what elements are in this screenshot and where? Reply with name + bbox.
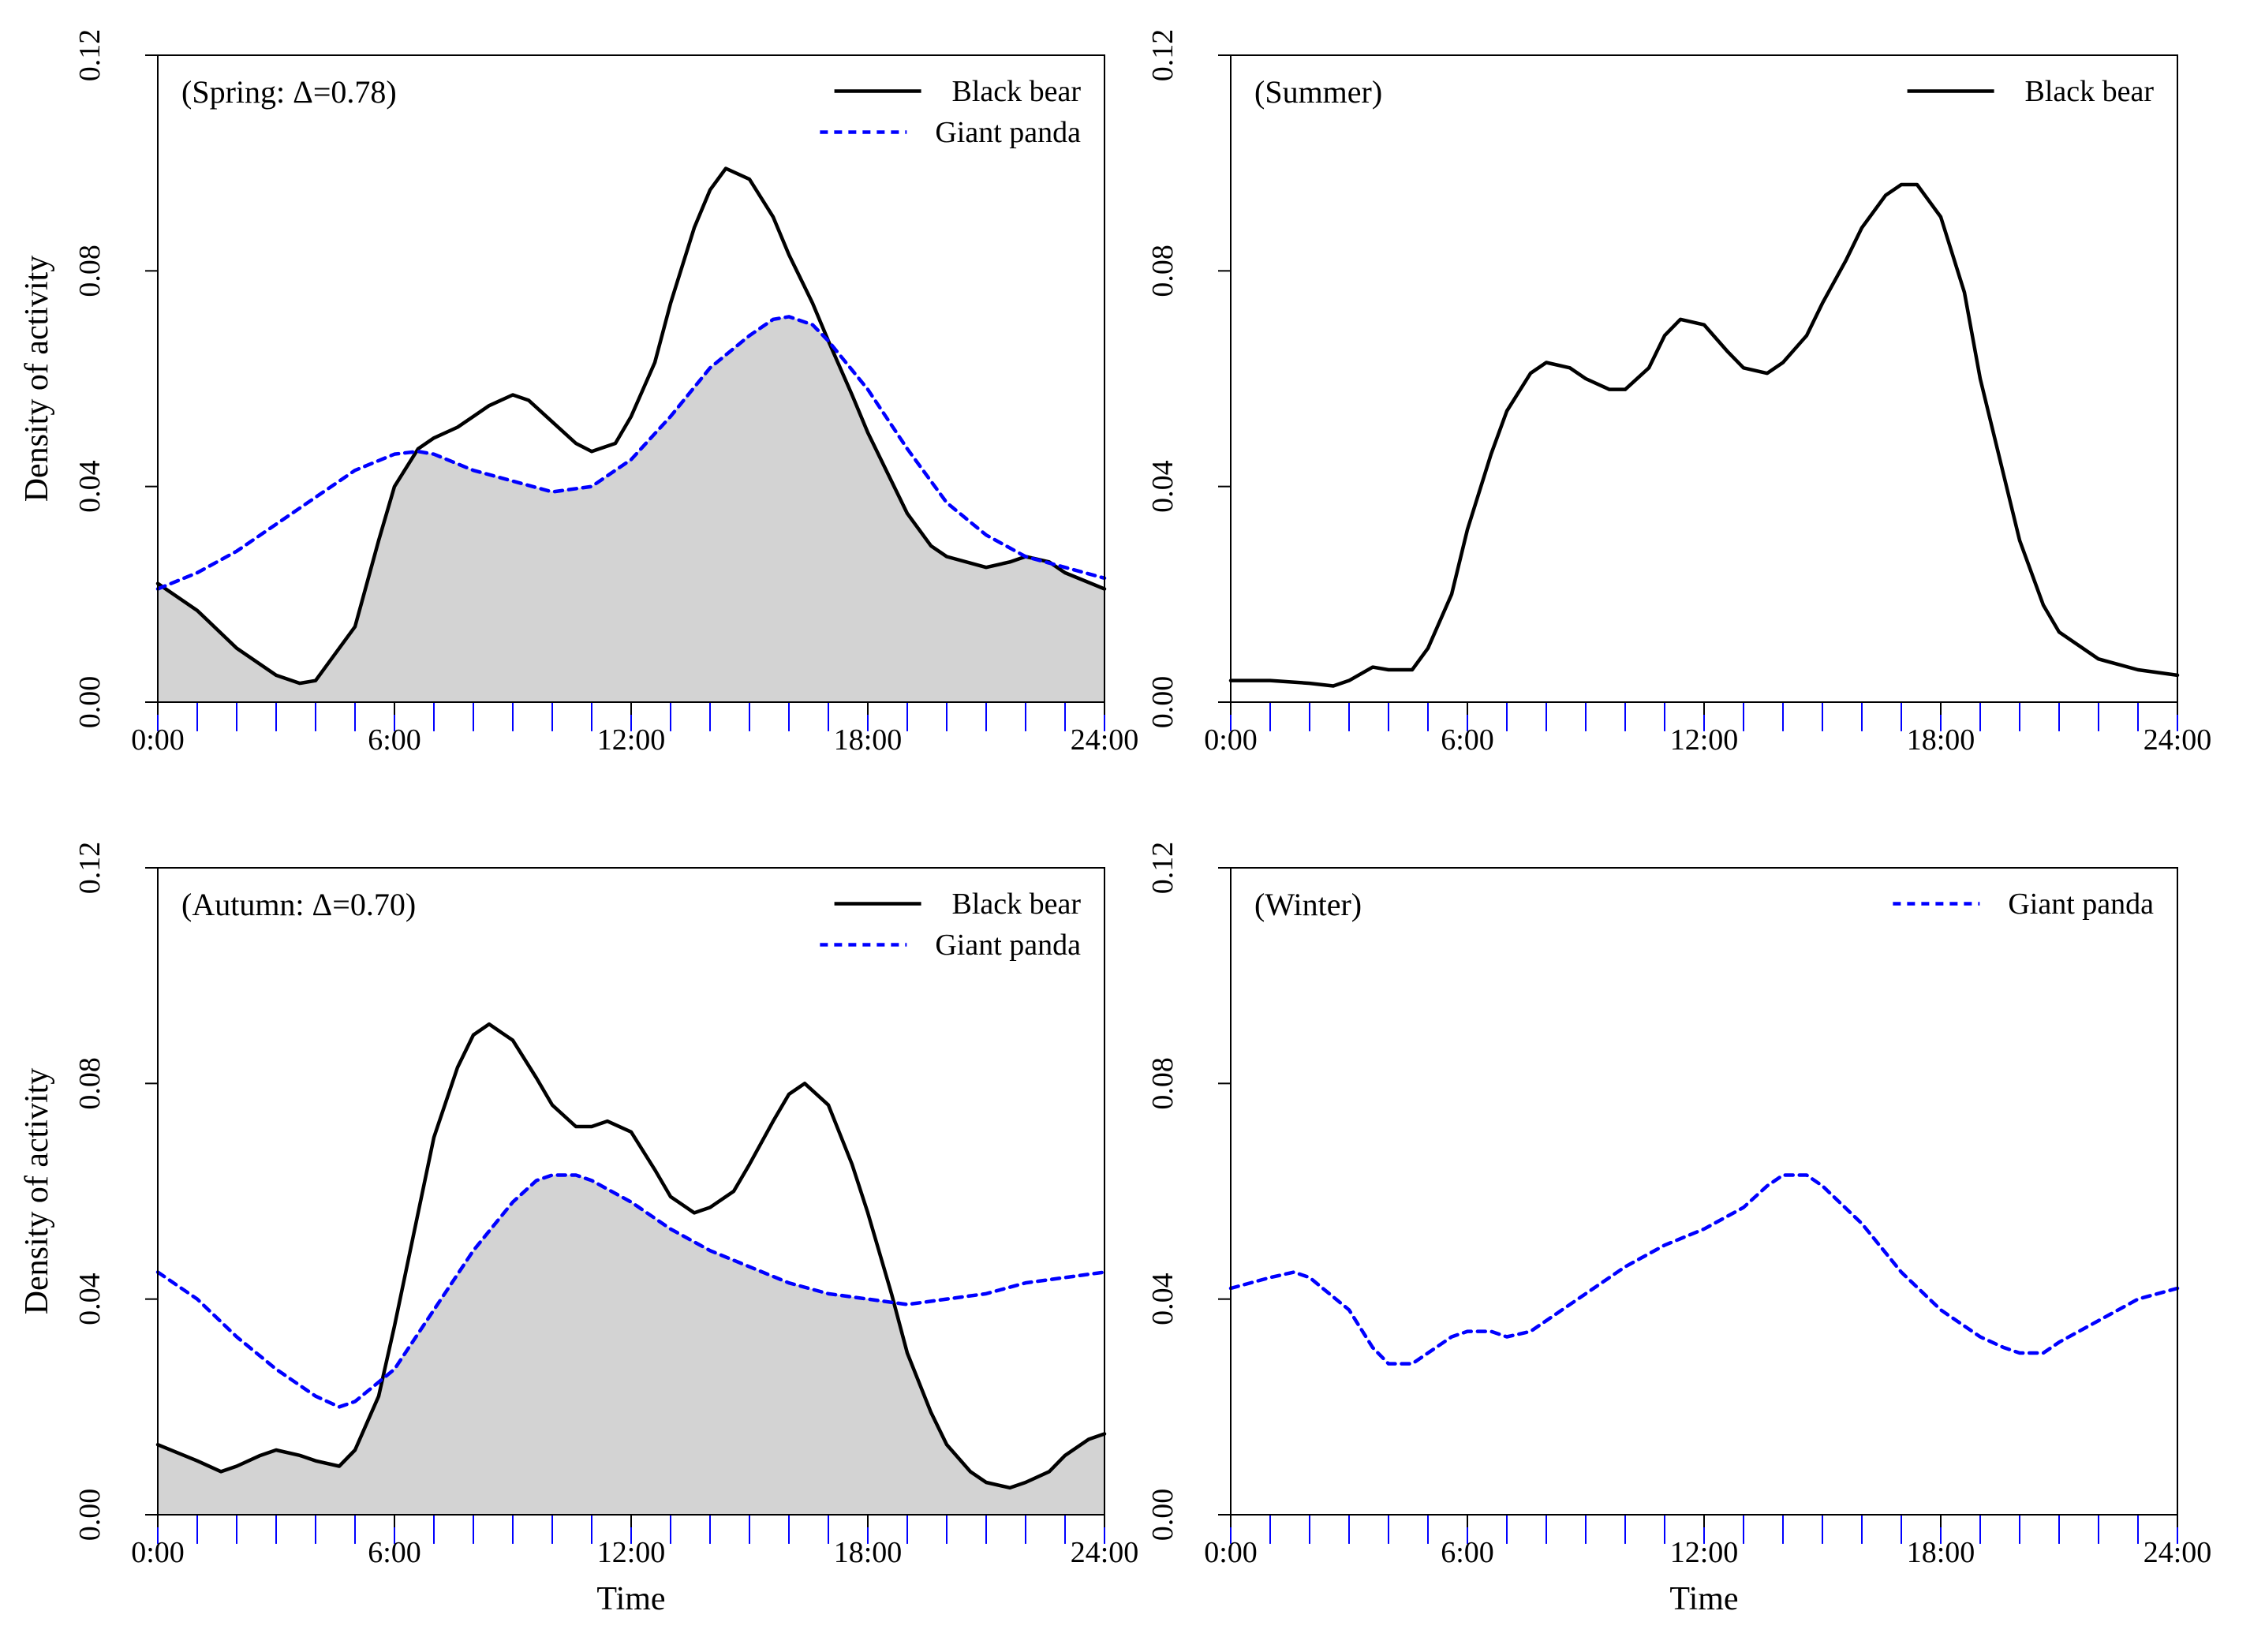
legend-label-giant-panda: Giant panda — [2008, 888, 2154, 921]
activity-density-figure: 0:006:0012:0018:0024:000.000.040.080.12D… — [0, 0, 2265, 1652]
panel-title-summer: (Summer) — [1254, 74, 1382, 110]
ytick-label: 0.04 — [73, 1273, 107, 1325]
x-axis-label: Time — [596, 1581, 665, 1617]
ytick-label: 0.12 — [1146, 842, 1179, 895]
ytick-label: 0.00 — [1146, 1489, 1179, 1542]
xtick-label: 6:00 — [368, 723, 421, 757]
y-axis-label: Density of activity — [19, 256, 55, 503]
ytick-label: 0.00 — [73, 676, 107, 729]
ytick-label: 0.08 — [73, 1057, 107, 1110]
ytick-label: 0.08 — [1146, 1057, 1179, 1110]
xtick-label: 12:00 — [1670, 723, 1739, 757]
xtick-label: 12:00 — [597, 723, 666, 757]
legend-label-giant-panda: Giant panda — [935, 929, 1081, 962]
xtick-label: 6:00 — [368, 1536, 421, 1569]
panel-summer: 0:00 6:00 12:00 18:00 24:00 0.00 0.04 0.08 0.12 (… — [1146, 29, 2211, 757]
xtick-label: 24:00 — [2144, 1536, 2212, 1569]
xtick-label: 6:00 — [1441, 1536, 1494, 1569]
xtick-label: 12:00 — [597, 1536, 666, 1569]
panel-title-autumn: (Autumn: Δ=0.70) — [181, 887, 416, 922]
xtick-label: 18:00 — [1907, 723, 1975, 757]
panel-frame — [1231, 55, 2177, 702]
series-black-bear — [1231, 185, 2177, 686]
xtick-label: 18:00 — [834, 1536, 903, 1569]
xtick-label: 0:00 — [131, 723, 185, 757]
y-axis-label: Density of activity — [19, 1068, 55, 1315]
xtick-label: 18:00 — [1907, 1536, 1975, 1569]
xtick-label: 24:00 — [1071, 723, 1139, 757]
xtick-label: 12:00 — [1670, 1536, 1739, 1569]
panel-title-winter: (Winter) — [1254, 887, 1362, 922]
ytick-label: 0.04 — [1146, 460, 1179, 513]
panel-title-spring: (Spring: Δ=0.78) — [181, 74, 397, 110]
ytick-label: 0.12 — [73, 29, 107, 82]
ytick-label: 0.08 — [1146, 245, 1179, 297]
panel-spring: 0:00 6:00 12:00 18:00 24:00 0.00 0.04 0.08 0.12 D… — [19, 29, 1138, 757]
legend-label-black-bear: Black bear — [951, 888, 1081, 921]
legend-label-giant-panda: Giant panda — [935, 116, 1081, 149]
ytick-label: 0.04 — [73, 460, 107, 513]
xtick-label: 0:00 — [1204, 1536, 1258, 1569]
xtick-label: 18:00 — [834, 723, 903, 757]
panel-frame — [1231, 868, 2177, 1515]
xtick-label: 6:00 — [1441, 723, 1494, 757]
ytick-label: 0.00 — [73, 1489, 107, 1542]
panel-winter: 0:00 6:00 12:00 18:00 24:00 0.00 0.04 0.08 0.12 T… — [1146, 842, 2211, 1617]
xtick-label: 24:00 — [2144, 723, 2212, 757]
panel-autumn: 0:00 6:00 12:00 18:00 24:00 0.00 0.04 0.08 0.12 T… — [19, 842, 1138, 1617]
ytick-label: 0.12 — [73, 842, 107, 895]
ytick-label: 0.08 — [73, 245, 107, 297]
ytick-label: 0.04 — [1146, 1273, 1179, 1325]
legend-label-black-bear: Black bear — [2024, 75, 2154, 108]
series-giant-panda — [1231, 1175, 2177, 1364]
ytick-label: 0.00 — [1146, 676, 1179, 729]
ytick-label: 0.12 — [1146, 29, 1179, 82]
legend-label-black-bear: Black bear — [951, 75, 1081, 108]
xtick-label: 24:00 — [1071, 1536, 1139, 1569]
xtick-label: 0:00 — [1204, 723, 1258, 757]
x-axis-label: Time — [1669, 1581, 1738, 1617]
xtick-label: 0:00 — [131, 1536, 185, 1569]
